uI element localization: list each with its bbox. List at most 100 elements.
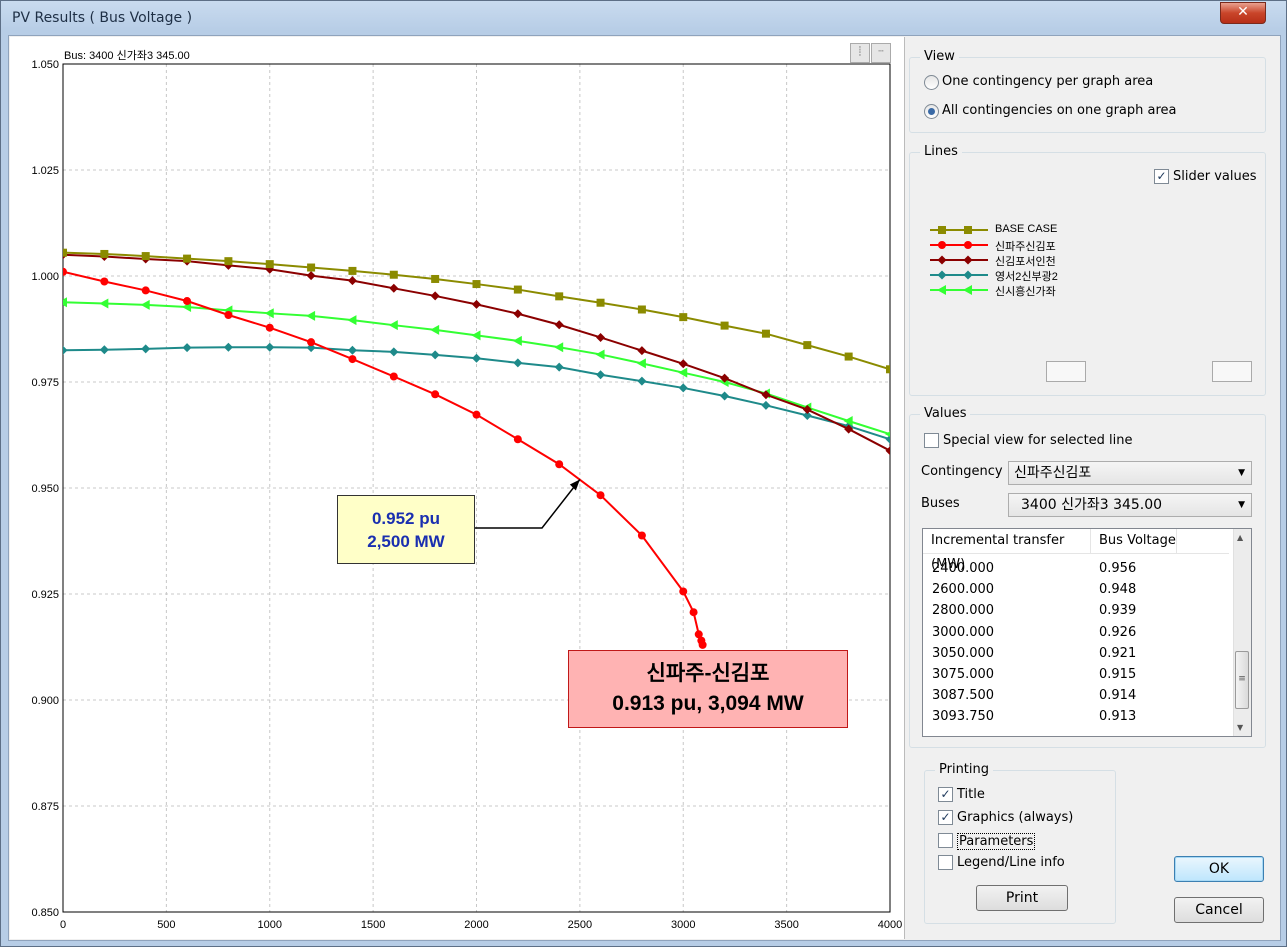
y-tick-label: 1.025 xyxy=(31,165,59,177)
scroll-up-icon[interactable]: ▲ xyxy=(1237,533,1244,542)
contingency-value: 신파주신김포 xyxy=(1014,465,1092,481)
print-graphics-label[interactable]: Graphics (always) xyxy=(957,810,1074,825)
x-tick-label: 2000 xyxy=(464,919,488,931)
data-point xyxy=(554,320,564,330)
slider-value-left[interactable] xyxy=(1046,361,1086,382)
series-1[interactable] xyxy=(59,267,707,649)
data-point xyxy=(264,308,274,319)
data-point xyxy=(844,352,853,361)
slider-values-checkbox[interactable]: ✓ xyxy=(1154,169,1169,184)
y-tick-label: 1.000 xyxy=(31,271,59,283)
data-point xyxy=(761,329,770,338)
data-point xyxy=(596,491,605,500)
table-row[interactable]: 3050.000 0.921 xyxy=(923,646,1229,667)
print-parameters-label[interactable]: Parameters xyxy=(957,833,1036,850)
all-contingencies-label[interactable]: All contingencies on one graph area xyxy=(942,103,1177,118)
table-row[interactable]: 2600.000 0.948 xyxy=(923,582,1229,603)
legend-marker xyxy=(938,241,946,249)
table-row[interactable]: 3075.000 0.915 xyxy=(923,667,1229,688)
data-point xyxy=(720,391,730,401)
special-view-checkbox[interactable] xyxy=(924,433,939,448)
voltage-cell: 0.921 xyxy=(1099,645,1137,661)
legend-item[interactable]: BASE CASE xyxy=(930,223,1057,237)
print-title-label[interactable]: Title xyxy=(957,787,985,802)
table-row[interactable]: 3087.500 0.914 xyxy=(923,688,1229,709)
transfer-cell: 3087.500 xyxy=(932,688,995,704)
table-row[interactable]: 2400.000 0.956 xyxy=(923,561,1229,582)
print-legend-label[interactable]: Legend/Line info xyxy=(957,855,1065,870)
legend-item[interactable]: 영서2신부광2 xyxy=(930,268,1058,283)
data-point xyxy=(347,345,357,355)
table-row[interactable]: 3093.750 0.913 xyxy=(923,709,1229,730)
data-point xyxy=(430,291,440,301)
contingency-select[interactable]: 신파주신김포 ▼ xyxy=(1008,461,1252,485)
print-parameters-checkbox[interactable] xyxy=(938,833,953,848)
data-point xyxy=(555,292,564,301)
data-point xyxy=(388,320,398,331)
series-0[interactable] xyxy=(59,248,894,374)
y-tick-label: 0.850 xyxy=(31,907,59,919)
slider-value-right[interactable] xyxy=(1212,361,1252,382)
one-contingency-radio[interactable] xyxy=(924,75,939,90)
window-title: PV Results ( Bus Voltage ) xyxy=(12,10,193,26)
data-point xyxy=(885,446,890,456)
data-point xyxy=(679,587,688,596)
data-point xyxy=(430,350,440,360)
data-point xyxy=(389,283,399,293)
data-point xyxy=(347,315,357,326)
data-point xyxy=(306,271,316,281)
data-point xyxy=(223,342,233,352)
data-point xyxy=(100,277,109,286)
voltage-cell: 0.939 xyxy=(1099,603,1137,619)
data-point xyxy=(99,298,109,309)
special-view-label[interactable]: Special view for selected line xyxy=(943,433,1133,448)
ok-button[interactable]: OK xyxy=(1174,856,1264,882)
scroll-down-icon[interactable]: ▼ xyxy=(1237,723,1244,732)
horizontal-line-toggle-icon[interactable]: ┄ xyxy=(871,43,891,63)
data-point xyxy=(555,460,564,469)
table-row[interactable]: 2800.000 0.939 xyxy=(923,603,1229,624)
contingency-label: Contingency xyxy=(921,464,1003,479)
x-tick-label: 3500 xyxy=(774,919,798,931)
data-point xyxy=(430,324,440,335)
print-button[interactable]: Print xyxy=(976,885,1068,911)
values-group-label: Values xyxy=(920,406,971,421)
x-tick-label: 1000 xyxy=(258,919,282,931)
data-point xyxy=(389,372,398,381)
data-point xyxy=(183,297,192,306)
legend-item[interactable]: 신시흥신가좌 xyxy=(930,283,1056,298)
slider-values-label[interactable]: Slider values xyxy=(1173,169,1257,184)
legend-item[interactable]: 신김포서인천 xyxy=(930,253,1056,268)
values-table[interactable]: Incremental transfer (MW) Bus Voltage 24… xyxy=(922,528,1252,737)
one-contingency-label[interactable]: One contingency per graph area xyxy=(942,74,1154,89)
transfer-cell: 3000.000 xyxy=(932,624,995,640)
column-header-voltage[interactable]: Bus Voltage xyxy=(1091,529,1177,553)
scroll-thumb[interactable]: ≡ xyxy=(1235,651,1249,709)
pv-chart: 0 500 1000 1500 2000 2500 3000 3500 4000 0.850 0.8… xyxy=(31,59,902,931)
print-legend-checkbox[interactable] xyxy=(938,855,953,870)
data-point xyxy=(637,531,646,540)
close-button[interactable]: ✕ xyxy=(1220,2,1266,24)
vertical-line-toggle-icon[interactable]: ┊ xyxy=(850,43,870,63)
data-point xyxy=(472,299,481,309)
table-row[interactable]: 3000.000 0.926 xyxy=(923,625,1229,646)
print-title-checkbox[interactable]: ✓ xyxy=(938,787,953,802)
print-graphics-checkbox[interactable]: ✓ xyxy=(938,810,953,825)
data-point xyxy=(554,342,564,353)
buses-select[interactable]: 3400 신가좌3 345.00 ▼ xyxy=(1008,493,1252,517)
legend-marker xyxy=(964,241,972,249)
data-point xyxy=(595,349,605,360)
cancel-button[interactable]: Cancel xyxy=(1174,897,1264,923)
legend-marker xyxy=(963,255,973,265)
all-contingencies-radio[interactable] xyxy=(924,104,939,119)
column-header-transfer[interactable]: Incremental transfer (MW) xyxy=(923,529,1091,572)
x-tick-label: 0 xyxy=(60,919,66,931)
legend-item[interactable]: 신파주신김포 xyxy=(930,238,1056,253)
data-point xyxy=(224,257,233,266)
y-tick-label: 0.975 xyxy=(31,377,59,389)
bus-header: Bus: 3400 신가좌3 345.00 xyxy=(64,50,190,62)
plot-frame xyxy=(62,63,891,913)
data-point xyxy=(265,342,275,352)
y-tick-label: 0.925 xyxy=(31,589,59,601)
table-scrollbar[interactable]: ▲ ≡ ▼ xyxy=(1233,529,1251,736)
